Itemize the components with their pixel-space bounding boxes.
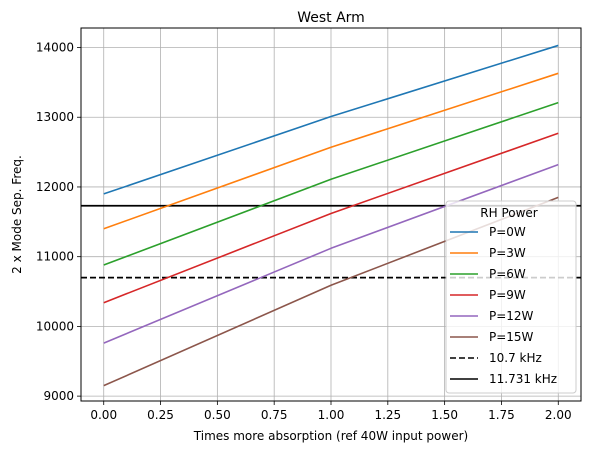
series-line bbox=[103, 163, 559, 344]
x-tick-label: 0.25 bbox=[147, 408, 174, 422]
axis-ticks: 0.00 0.25 0.50 0.75 1.00 1.25 1.50 1.75 2.00 9000… bbox=[36, 41, 572, 422]
x-tick-label: 0.50 bbox=[204, 408, 231, 422]
x-tick-label: 1.00 bbox=[318, 408, 345, 422]
chart-title: West Arm bbox=[297, 10, 365, 26]
y-tick-label: 10000 bbox=[36, 319, 74, 333]
legend-entries: P=0W P=3W P=6W P=9W P=12W P=15W 10.7 kHz 11.731… bbox=[450, 225, 557, 386]
series-line bbox=[103, 132, 559, 304]
x-tick-label: 1.25 bbox=[374, 408, 401, 422]
y-tick-label: 13000 bbox=[36, 110, 74, 124]
legend-title: RH Power bbox=[480, 206, 538, 220]
series-line bbox=[103, 72, 559, 230]
series-line bbox=[103, 101, 559, 266]
y-tick-label: 11000 bbox=[36, 250, 74, 264]
series-lines bbox=[103, 44, 559, 387]
legend-label: P=3W bbox=[489, 246, 526, 260]
y-axis-label: 2 x Mode Sep. Freq. bbox=[10, 155, 24, 274]
x-tick-label: 2.00 bbox=[545, 408, 572, 422]
legend-label: P=12W bbox=[489, 309, 534, 323]
y-tick-label: 14000 bbox=[36, 41, 74, 55]
series-line bbox=[103, 44, 559, 195]
legend-label: P=15W bbox=[489, 330, 534, 344]
x-tick-label: 0.00 bbox=[90, 408, 117, 422]
legend-label: P=6W bbox=[489, 267, 526, 281]
legend-label: P=9W bbox=[489, 288, 526, 302]
x-tick-label: 1.50 bbox=[431, 408, 458, 422]
y-tick-label: 9000 bbox=[43, 389, 74, 403]
x-tick-label: 1.75 bbox=[488, 408, 515, 422]
legend-label: 10.7 kHz bbox=[489, 351, 542, 365]
legend-label: P=0W bbox=[489, 225, 526, 239]
legend-box bbox=[445, 200, 577, 394]
legend: RH Power P=0W P=3W P=6W P=9W P=12W P=15W 10.7 … bbox=[445, 200, 577, 394]
legend-label: 11.731 kHz bbox=[489, 372, 557, 386]
x-axis-label: Times more absorption (ref 40W input pow… bbox=[193, 429, 468, 443]
y-tick-label: 12000 bbox=[36, 180, 74, 194]
x-tick-label: 0.75 bbox=[261, 408, 288, 422]
